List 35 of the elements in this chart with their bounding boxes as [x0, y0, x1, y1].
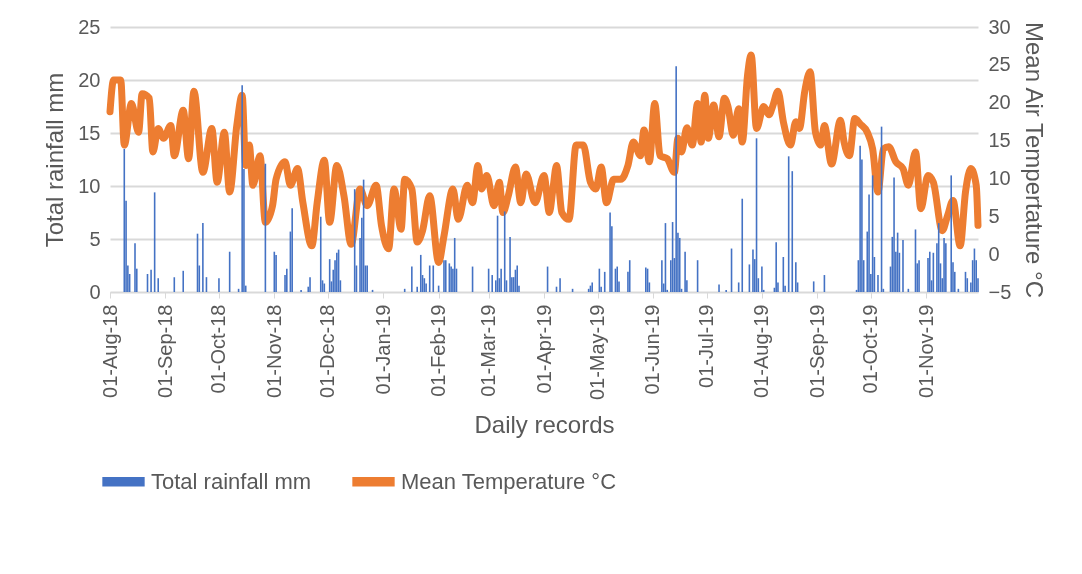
x-tick-label: 01-Feb-19 — [427, 304, 450, 397]
y-tick-label: 15 — [78, 121, 101, 144]
x-tick-label: 01-Dec-18 — [316, 304, 339, 398]
x-tick-label: 01-Aug-19 — [750, 304, 773, 398]
y2-tick-label: 30 — [988, 15, 1011, 38]
legend-label: Mean Temperature °C — [401, 468, 617, 494]
legend-label: Total rainfall mm — [151, 468, 312, 494]
x-tick-label: 01-Jan-19 — [371, 304, 394, 395]
y2-tick-label: 15 — [988, 129, 1011, 152]
x-tick-label: 01-Nov-19 — [914, 304, 937, 398]
x-tick-label: 01-Jun-19 — [641, 304, 664, 395]
y-tick-label: 0 — [89, 280, 101, 303]
y2-tick-label: 25 — [988, 53, 1011, 76]
y2-tick-label: 10 — [988, 166, 1011, 189]
y-tick-label: 25 — [78, 15, 101, 38]
y2-tick-label: −5 — [988, 280, 1012, 303]
x-tick-label: 01-Aug-18 — [98, 304, 121, 398]
y2-tick-label: 0 — [988, 242, 1000, 265]
x-tick-label: 01-Oct-18 — [207, 304, 230, 394]
x-tick-label: 01-Jul-19 — [695, 304, 718, 388]
x-tick-label: 01-Oct-19 — [859, 304, 882, 394]
x-tick-label: 01-Sep-18 — [153, 304, 176, 398]
x-tick-label: 01-May-19 — [586, 304, 609, 401]
x-tick-label: 01-Sep-19 — [805, 304, 828, 398]
x-axis-title: Daily records — [474, 411, 615, 439]
x-tick-label: 01-Apr-19 — [532, 304, 555, 394]
y2-tick-label: 5 — [988, 204, 1000, 227]
y-tick-label: 20 — [78, 68, 101, 91]
y-axis-title: Total rainfall mm — [41, 72, 69, 248]
y2-tick-label: 20 — [988, 91, 1011, 114]
y-tick-label: 10 — [78, 174, 101, 197]
y-tick-label: 5 — [89, 227, 101, 250]
x-tick-label: 01-Mar-19 — [477, 304, 500, 397]
x-tick-label: 01-Nov-18 — [262, 304, 285, 398]
y2-axis-title: Mean Air Tempertature °C — [1021, 22, 1049, 298]
